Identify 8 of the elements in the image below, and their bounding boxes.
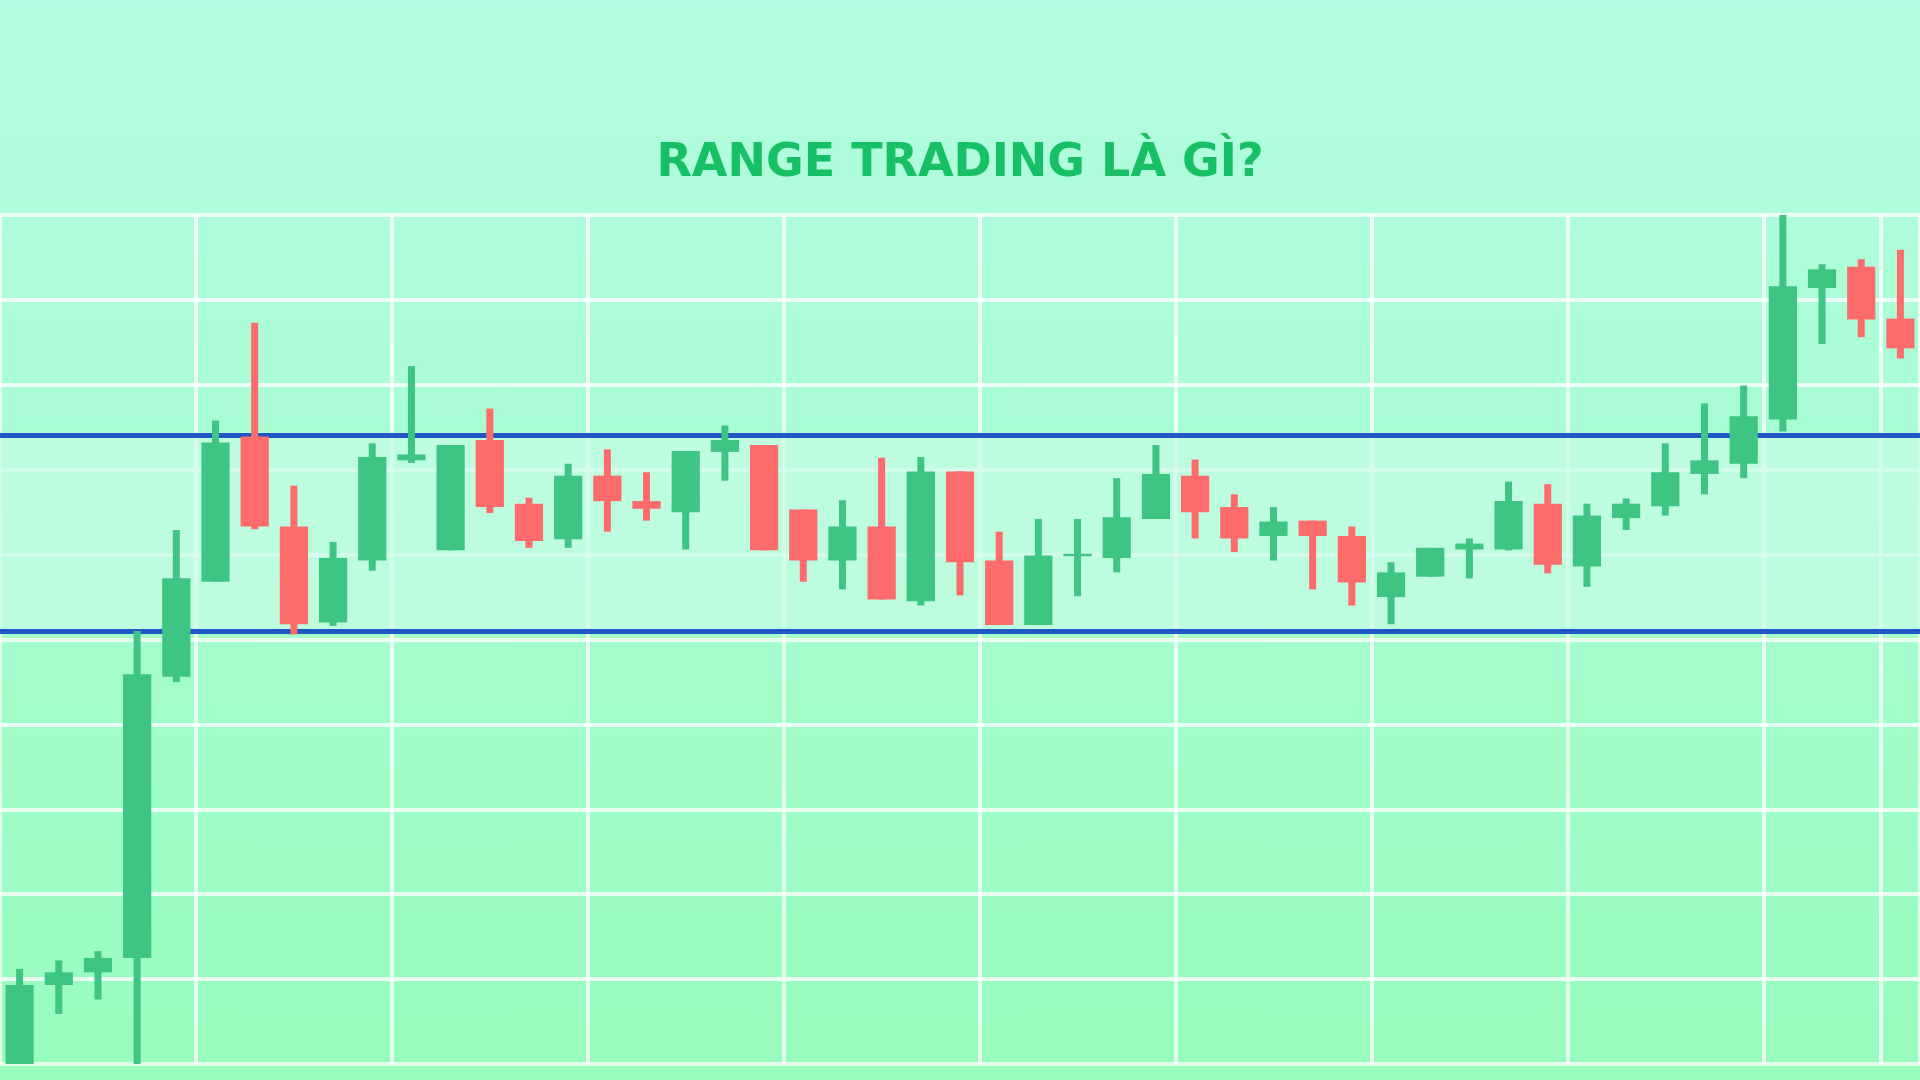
candlestick [44,960,73,1014]
candlestick [1455,538,1484,579]
candlestick [710,425,739,481]
candlestick [83,951,113,1000]
candlestick [397,366,426,463]
chart-title: RANGE TRADING LÀ GÌ? [656,133,1264,187]
candlestick [1690,403,1719,495]
candlestick [632,472,661,521]
